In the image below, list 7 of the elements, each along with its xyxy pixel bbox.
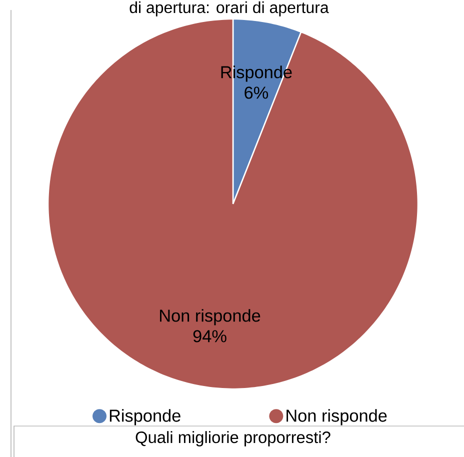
- legend-label: Risponde: [110, 409, 180, 426]
- legend-label: Non risponde: [286, 409, 387, 426]
- chart-title: di apertura: orari di apertura: [130, 1, 329, 16]
- text: Quali migliorie proporresti?: [136, 431, 330, 446]
- data-label: 6%: [244, 86, 268, 99]
- data-label: 94%: [193, 330, 226, 342]
- slice-label: Non risponde: [160, 309, 260, 326]
